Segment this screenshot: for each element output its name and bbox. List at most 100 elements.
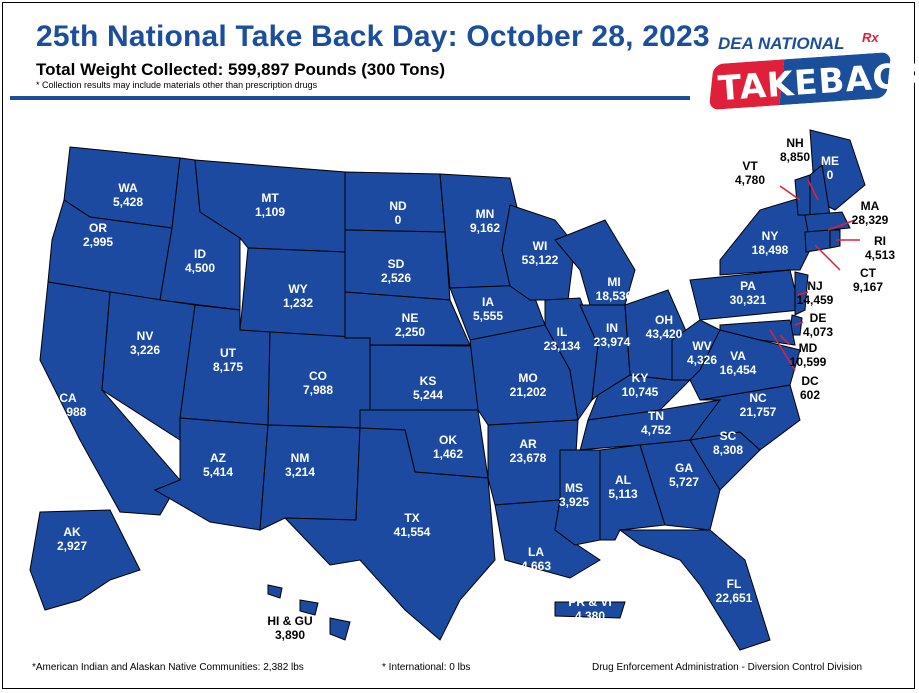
map-title: 25th National Take Back Day: October 28,… (36, 20, 710, 53)
state-shapes (29, 129, 866, 651)
map-subtitle: Total Weight Collected: 599,897 Pounds (… (36, 60, 446, 79)
callout-abbr: NJ (807, 279, 822, 293)
state-label-nm: NM 3,214 (285, 451, 315, 479)
leader-line-nj (797, 291, 809, 296)
callout-value: 4,073 (803, 325, 833, 339)
state-abbr: MO (518, 371, 537, 385)
state-value: 1,232 (283, 296, 313, 310)
state-abbr: SD (388, 257, 405, 271)
leader-line-dc (769, 329, 796, 371)
state-abbr: OK (439, 433, 457, 447)
state-label-wa: WA 5,428 (113, 181, 143, 209)
state-label-va: VA 16,454 (720, 349, 757, 377)
state-label-il: IL 23,134 (544, 325, 581, 353)
state-abbr: IL (557, 325, 568, 339)
state-abbr: AZ (210, 451, 226, 465)
state-label-ak: AK 2,927 (57, 525, 87, 553)
footer-international-note: * International: 0 lbs (382, 662, 471, 673)
state-abbr: IA (482, 295, 494, 309)
state-value: 5,414 (203, 465, 233, 479)
callout-abbr: MA (861, 199, 880, 213)
state-shape-pr (554, 601, 626, 619)
state-abbr: MN (476, 207, 495, 221)
state-abbr: NE (402, 311, 419, 325)
state-value: 5,244 (413, 388, 443, 402)
state-abbr: NV (137, 329, 154, 343)
leader-line-nh (807, 179, 819, 201)
state-label-pr-vi: PR & VI 4,380 (568, 595, 611, 623)
state-abbr: WI (533, 239, 548, 253)
state-abbr: MI (607, 275, 620, 289)
state-label-nv: NV 3,226 (130, 329, 160, 357)
state-abbr: OR (89, 221, 107, 235)
state-value: 23,678 (510, 451, 547, 465)
footer-tribal-note: *American Indian and Alaskan Native Comm… (32, 662, 304, 673)
state-value: 30,321 (730, 293, 767, 307)
leader-line-de (794, 321, 804, 326)
state-abbr: TX (404, 511, 419, 525)
callout-value: 9,167 (853, 280, 883, 294)
state-abbr: MT (261, 191, 279, 205)
callout-label-ct: CT 9,167 (853, 266, 883, 294)
state-value: 18,536 (596, 289, 633, 303)
callout-leader-lines (769, 179, 860, 371)
state-abbr: SC (720, 429, 737, 443)
state-abbr: GA (675, 461, 693, 475)
state-label-ia: IA 5,555 (473, 295, 503, 323)
state-value: 16,454 (720, 363, 757, 377)
state-label-ar: AR 23,678 (510, 437, 547, 465)
state-label-mi: MI 18,536 (596, 275, 633, 303)
state-label-ca: CA 27,988 (50, 391, 87, 419)
state-value: 21,757 (740, 405, 777, 419)
state-label-ny: NY 18,498 (752, 229, 789, 257)
state-value: 21,202 (510, 385, 547, 399)
callout-value: 4,780 (735, 173, 765, 187)
state-abbr: ND (389, 199, 407, 213)
state-label-wi: WI 53,122 (522, 239, 559, 267)
dea-takeback-logo: DEA NATIONAL Rx TAKEBACK (704, 28, 919, 112)
state-label-ks: KS 5,244 (413, 374, 443, 402)
state-label-fl: FL 22,651 (716, 577, 753, 605)
state-label-nc: NC 21,757 (740, 391, 777, 419)
state-label-al: AL 5,113 (608, 473, 638, 501)
state-value: 23,134 (544, 339, 581, 353)
state-shape-fl (618, 529, 771, 651)
state-value: 4,663 (521, 559, 551, 573)
leader-line-vt (779, 185, 801, 201)
logo-top-text: DEA NATIONAL (718, 34, 845, 53)
callout-abbr: RI (874, 234, 886, 248)
footer-agency: Drug Enforcement Administration - Divers… (592, 662, 863, 673)
callout-abbr: CT (860, 266, 877, 280)
state-shape-hi (267, 584, 351, 641)
state-shape-ma (804, 211, 851, 233)
state-label-me: ME 0 (821, 154, 839, 182)
state-shape-ny (719, 194, 816, 276)
callout-value: 10,599 (790, 355, 827, 369)
state-abbr: CO (309, 369, 327, 383)
state-value: 53,122 (522, 253, 559, 267)
collection-note: * Collection results may include materia… (36, 80, 318, 90)
callout-abbr: DE (810, 311, 827, 325)
callout-value: 602 (800, 388, 820, 402)
callout-abbr: HI & GU (267, 614, 312, 628)
state-abbr: TN (648, 409, 664, 423)
state-value: 1,462 (433, 447, 463, 461)
state-abbr: NY (762, 229, 779, 243)
callout-abbr: NH (786, 136, 803, 150)
state-value: 43,420 (646, 327, 683, 341)
state-value: 10,745 (622, 385, 659, 399)
state-label-wy: WY 1,232 (283, 282, 313, 310)
state-shape-ri (829, 229, 841, 249)
state-value: 7,988 (303, 383, 333, 397)
state-abbr: FL (727, 577, 742, 591)
callout-label-nj: NJ 14,459 (797, 279, 834, 307)
callout-abbr: VT (742, 159, 758, 173)
leader-line-ct (814, 244, 841, 271)
state-abbr: AR (519, 437, 537, 451)
state-shape-ga (639, 439, 721, 531)
state-label-id: ID 4,500 (185, 247, 215, 275)
state-label-mo: MO 21,202 (510, 371, 547, 399)
state-value: 8,175 (213, 360, 243, 374)
